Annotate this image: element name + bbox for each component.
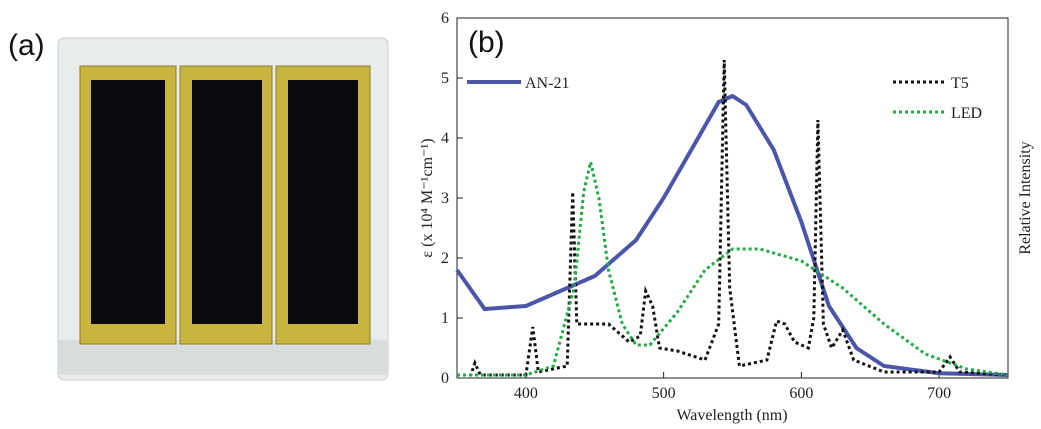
y-tick-label: 3 <box>441 190 449 207</box>
page: {"photo_label": "(a)", "chart_data": {"t… <box>0 0 1041 429</box>
cell-film <box>288 80 358 324</box>
series-line <box>457 162 1008 375</box>
x-tick-label: 500 <box>652 385 676 402</box>
series-line <box>457 60 1008 375</box>
panel-label: (b) <box>468 26 505 59</box>
photo <box>58 38 388 380</box>
series-line <box>457 96 1008 375</box>
y-tick-label: 5 <box>441 70 449 87</box>
y-tick-label: 4 <box>441 130 449 147</box>
plot-frame <box>457 18 1008 378</box>
legend-label: T5 <box>951 75 969 92</box>
y-tick-label: 0 <box>441 370 449 387</box>
x-axis-label: Wavelength (nm) <box>676 407 787 424</box>
x-tick-label: 400 <box>514 385 538 402</box>
x-tick-label: 600 <box>789 385 813 402</box>
y-tick-label: 6 <box>441 10 449 27</box>
legend-label: AN-21 <box>525 75 569 92</box>
cell-film <box>91 80 165 324</box>
y-tick-label: 2 <box>441 250 449 267</box>
panel-label: (a) <box>8 29 45 62</box>
y-tick-label: 1 <box>441 310 449 327</box>
figure: (a) (b) Wavelength (nm) ε (x 10⁴ M⁻¹cm⁻¹… <box>0 0 1041 429</box>
legend-label: LED <box>951 105 982 122</box>
x-tick-label: 700 <box>927 385 951 402</box>
y-axis-label: ε (x 10⁴ M⁻¹cm⁻¹) <box>419 138 436 257</box>
cell-film <box>192 80 262 324</box>
y2-axis-label: Relative Intensity <box>1017 141 1034 254</box>
glass-edge <box>58 340 388 375</box>
